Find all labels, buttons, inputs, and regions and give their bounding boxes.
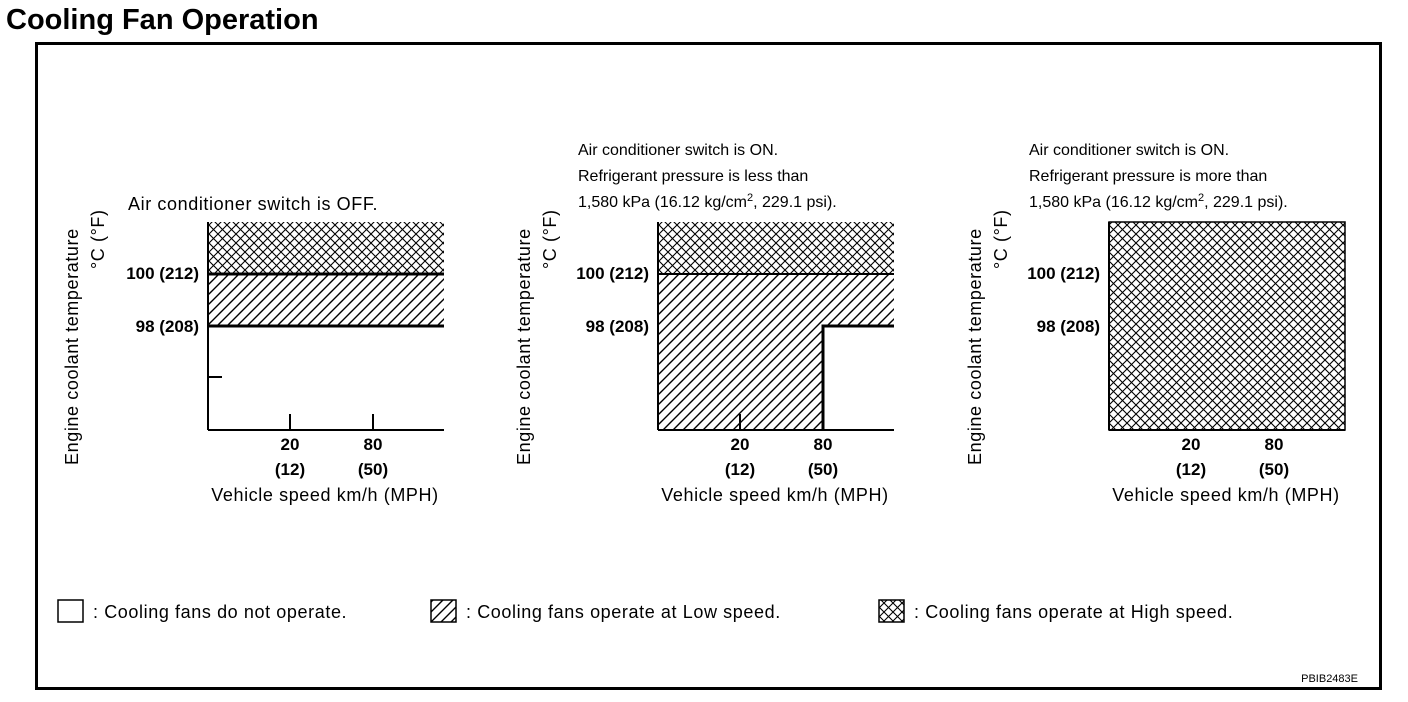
x-tick-label-80: 80	[814, 435, 833, 454]
low-speed-region	[208, 274, 444, 326]
high-speed-region	[1108, 221, 1346, 431]
diagram-frame: Engine coolant temperature °C (°F) Air c…	[35, 42, 1382, 690]
y-tick-label-100: 100 (212)	[126, 264, 199, 283]
panel-ac-on-high-pressure: Engine coolant temperature °C (°F) Air c…	[965, 142, 1346, 505]
panel-caption-line-2: Refrigerant pressure is less than	[578, 168, 808, 185]
y-axis-unit: °C (°F)	[88, 209, 108, 269]
panel-caption-line-3: 1,580 kPa (16.12 kg/cm2, 229.1 psi).	[1029, 192, 1288, 211]
legend-swatch-off	[57, 599, 84, 623]
x-tick-label-12: (12)	[275, 460, 305, 479]
x-tick-label-50: (50)	[1259, 460, 1289, 479]
y-axis-unit: °C (°F)	[540, 209, 560, 269]
x-axis-label: Vehicle speed km/h (MPH)	[211, 485, 438, 505]
x-axis-label: Vehicle speed km/h (MPH)	[1112, 485, 1339, 505]
high-speed-region	[208, 222, 444, 274]
x-tick-label-12: (12)	[1176, 460, 1206, 479]
panel-caption-line-1: Air conditioner switch is ON.	[578, 142, 778, 159]
panel-ac-off: Engine coolant temperature °C (°F) Air c…	[62, 194, 444, 505]
legend-label-high: : Cooling fans operate at High speed.	[914, 602, 1233, 622]
y-tick-label-98: 98 (208)	[1037, 317, 1100, 336]
low-speed-region	[658, 274, 894, 430]
x-tick-label-50: (50)	[358, 460, 388, 479]
page-title: Cooling Fan Operation	[6, 4, 319, 36]
x-tick-label-12: (12)	[725, 460, 755, 479]
legend-swatch-high	[878, 599, 905, 623]
y-tick-label-98: 98 (208)	[586, 317, 649, 336]
y-tick-label-100: 100 (212)	[576, 264, 649, 283]
x-tick-label-20: 20	[731, 435, 750, 454]
panel-caption-line-3: 1,580 kPa (16.12 kg/cm2, 229.1 psi).	[578, 192, 837, 211]
x-tick-label-20: 20	[1182, 435, 1201, 454]
legend-swatch-low	[430, 599, 457, 623]
panel-caption: Air conditioner switch is OFF.	[128, 194, 378, 214]
threshold-98-step	[821, 324, 894, 430]
x-tick-label-80: 80	[364, 435, 383, 454]
y-axis-label: Engine coolant temperature	[62, 228, 82, 465]
x-tick-label-80: 80	[1265, 435, 1284, 454]
high-speed-region	[658, 222, 894, 274]
x-tick-label-20: 20	[281, 435, 300, 454]
figure-code: PBIB2483E	[1301, 673, 1358, 685]
y-axis-unit: °C (°F)	[991, 209, 1011, 269]
legend: : Cooling fans do not operate. : Cooling…	[57, 599, 1233, 623]
y-axis-label: Engine coolant temperature	[965, 228, 985, 465]
panel-ac-on-low-pressure: Engine coolant temperature °C (°F) Air c…	[514, 142, 894, 505]
x-axis-label: Vehicle speed km/h (MPH)	[661, 485, 888, 505]
y-tick-label-98: 98 (208)	[136, 317, 199, 336]
cooling-fan-diagram: Engine coolant temperature °C (°F) Air c…	[57, 142, 1358, 685]
legend-label-low: : Cooling fans operate at Low speed.	[466, 602, 781, 622]
y-tick-label-100: 100 (212)	[1027, 264, 1100, 283]
panel-caption-line-1: Air conditioner switch is ON.	[1029, 142, 1229, 159]
x-tick-label-50: (50)	[808, 460, 838, 479]
y-axis-label: Engine coolant temperature	[514, 228, 534, 465]
panel-caption-line-2: Refrigerant pressure is more than	[1029, 168, 1267, 185]
legend-label-off: : Cooling fans do not operate.	[93, 602, 347, 622]
